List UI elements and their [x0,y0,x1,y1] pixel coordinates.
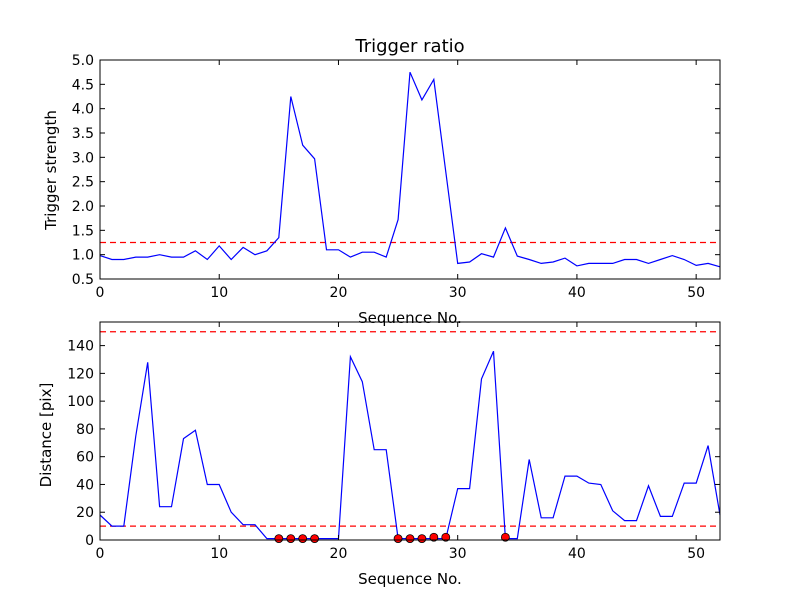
x-tick-label: 0 [96,546,105,562]
y-tick-label: 2.5 [72,175,94,191]
chart-title: Trigger ratio [354,36,464,57]
y-tick-label: 100 [67,394,94,410]
data-point-marker [298,534,308,544]
plot-frame [99,321,721,541]
trigger-ratio-panel: Trigger ratio Sequence No. Trigger stren… [42,36,721,327]
x-axis-label: Sequence No. [358,309,462,327]
series-line [99,71,721,268]
x-tick-label: 20 [330,546,348,562]
y-tick-label: 3.5 [72,126,94,142]
data-point-marker [429,532,439,542]
y-tick-label: 80 [76,422,94,438]
distance-panel: Sequence No. Distance [pix] 0 10 20 30 40 50 0… [37,321,721,588]
x-tick-label: 30 [449,546,467,562]
data-point-marker [405,534,415,544]
x-tick-label: 20 [330,285,348,301]
data-point-marker [286,534,296,544]
data-point-marker [500,532,510,542]
x-tick-label: 50 [687,546,705,562]
y-tick-label: 60 [76,450,94,466]
y-tick-label: 5.0 [72,53,94,69]
x-axis-label: Sequence No. [358,570,462,588]
y-tick-label: 140 [67,339,94,355]
y-axis-label: Distance [pix] [37,383,55,488]
y-tick-label: 20 [76,505,94,521]
x-tick-label: 40 [568,546,586,562]
x-tick-label: 50 [687,285,705,301]
data-point-marker [310,534,320,544]
y-tick-label: 0.5 [72,272,94,288]
y-tick-label: 3.0 [72,150,94,166]
y-tick-label: 4.5 [72,77,94,93]
series-line [99,350,721,540]
y-axis-label: Trigger strength [42,110,60,231]
x-tick-label: 10 [210,546,228,562]
x-tick-label: 40 [568,285,586,301]
data-point-marker [274,534,284,544]
y-tick-label: 40 [76,477,94,493]
y-tick-label: 4.0 [72,102,94,118]
data-point-marker [393,534,403,544]
data-point-marker [441,532,451,542]
x-tick-label: 0 [96,285,105,301]
y-tick-label: 0 [85,533,94,549]
plot-frame [99,59,721,280]
x-tick-label: 30 [449,285,467,301]
x-tick-label: 10 [210,285,228,301]
y-tick-label: 1.0 [72,248,94,264]
y-tick-label: 1.5 [72,223,94,239]
y-tick-label: 2.0 [72,199,94,215]
data-point-marker [417,534,427,544]
y-tick-label: 120 [67,366,94,382]
